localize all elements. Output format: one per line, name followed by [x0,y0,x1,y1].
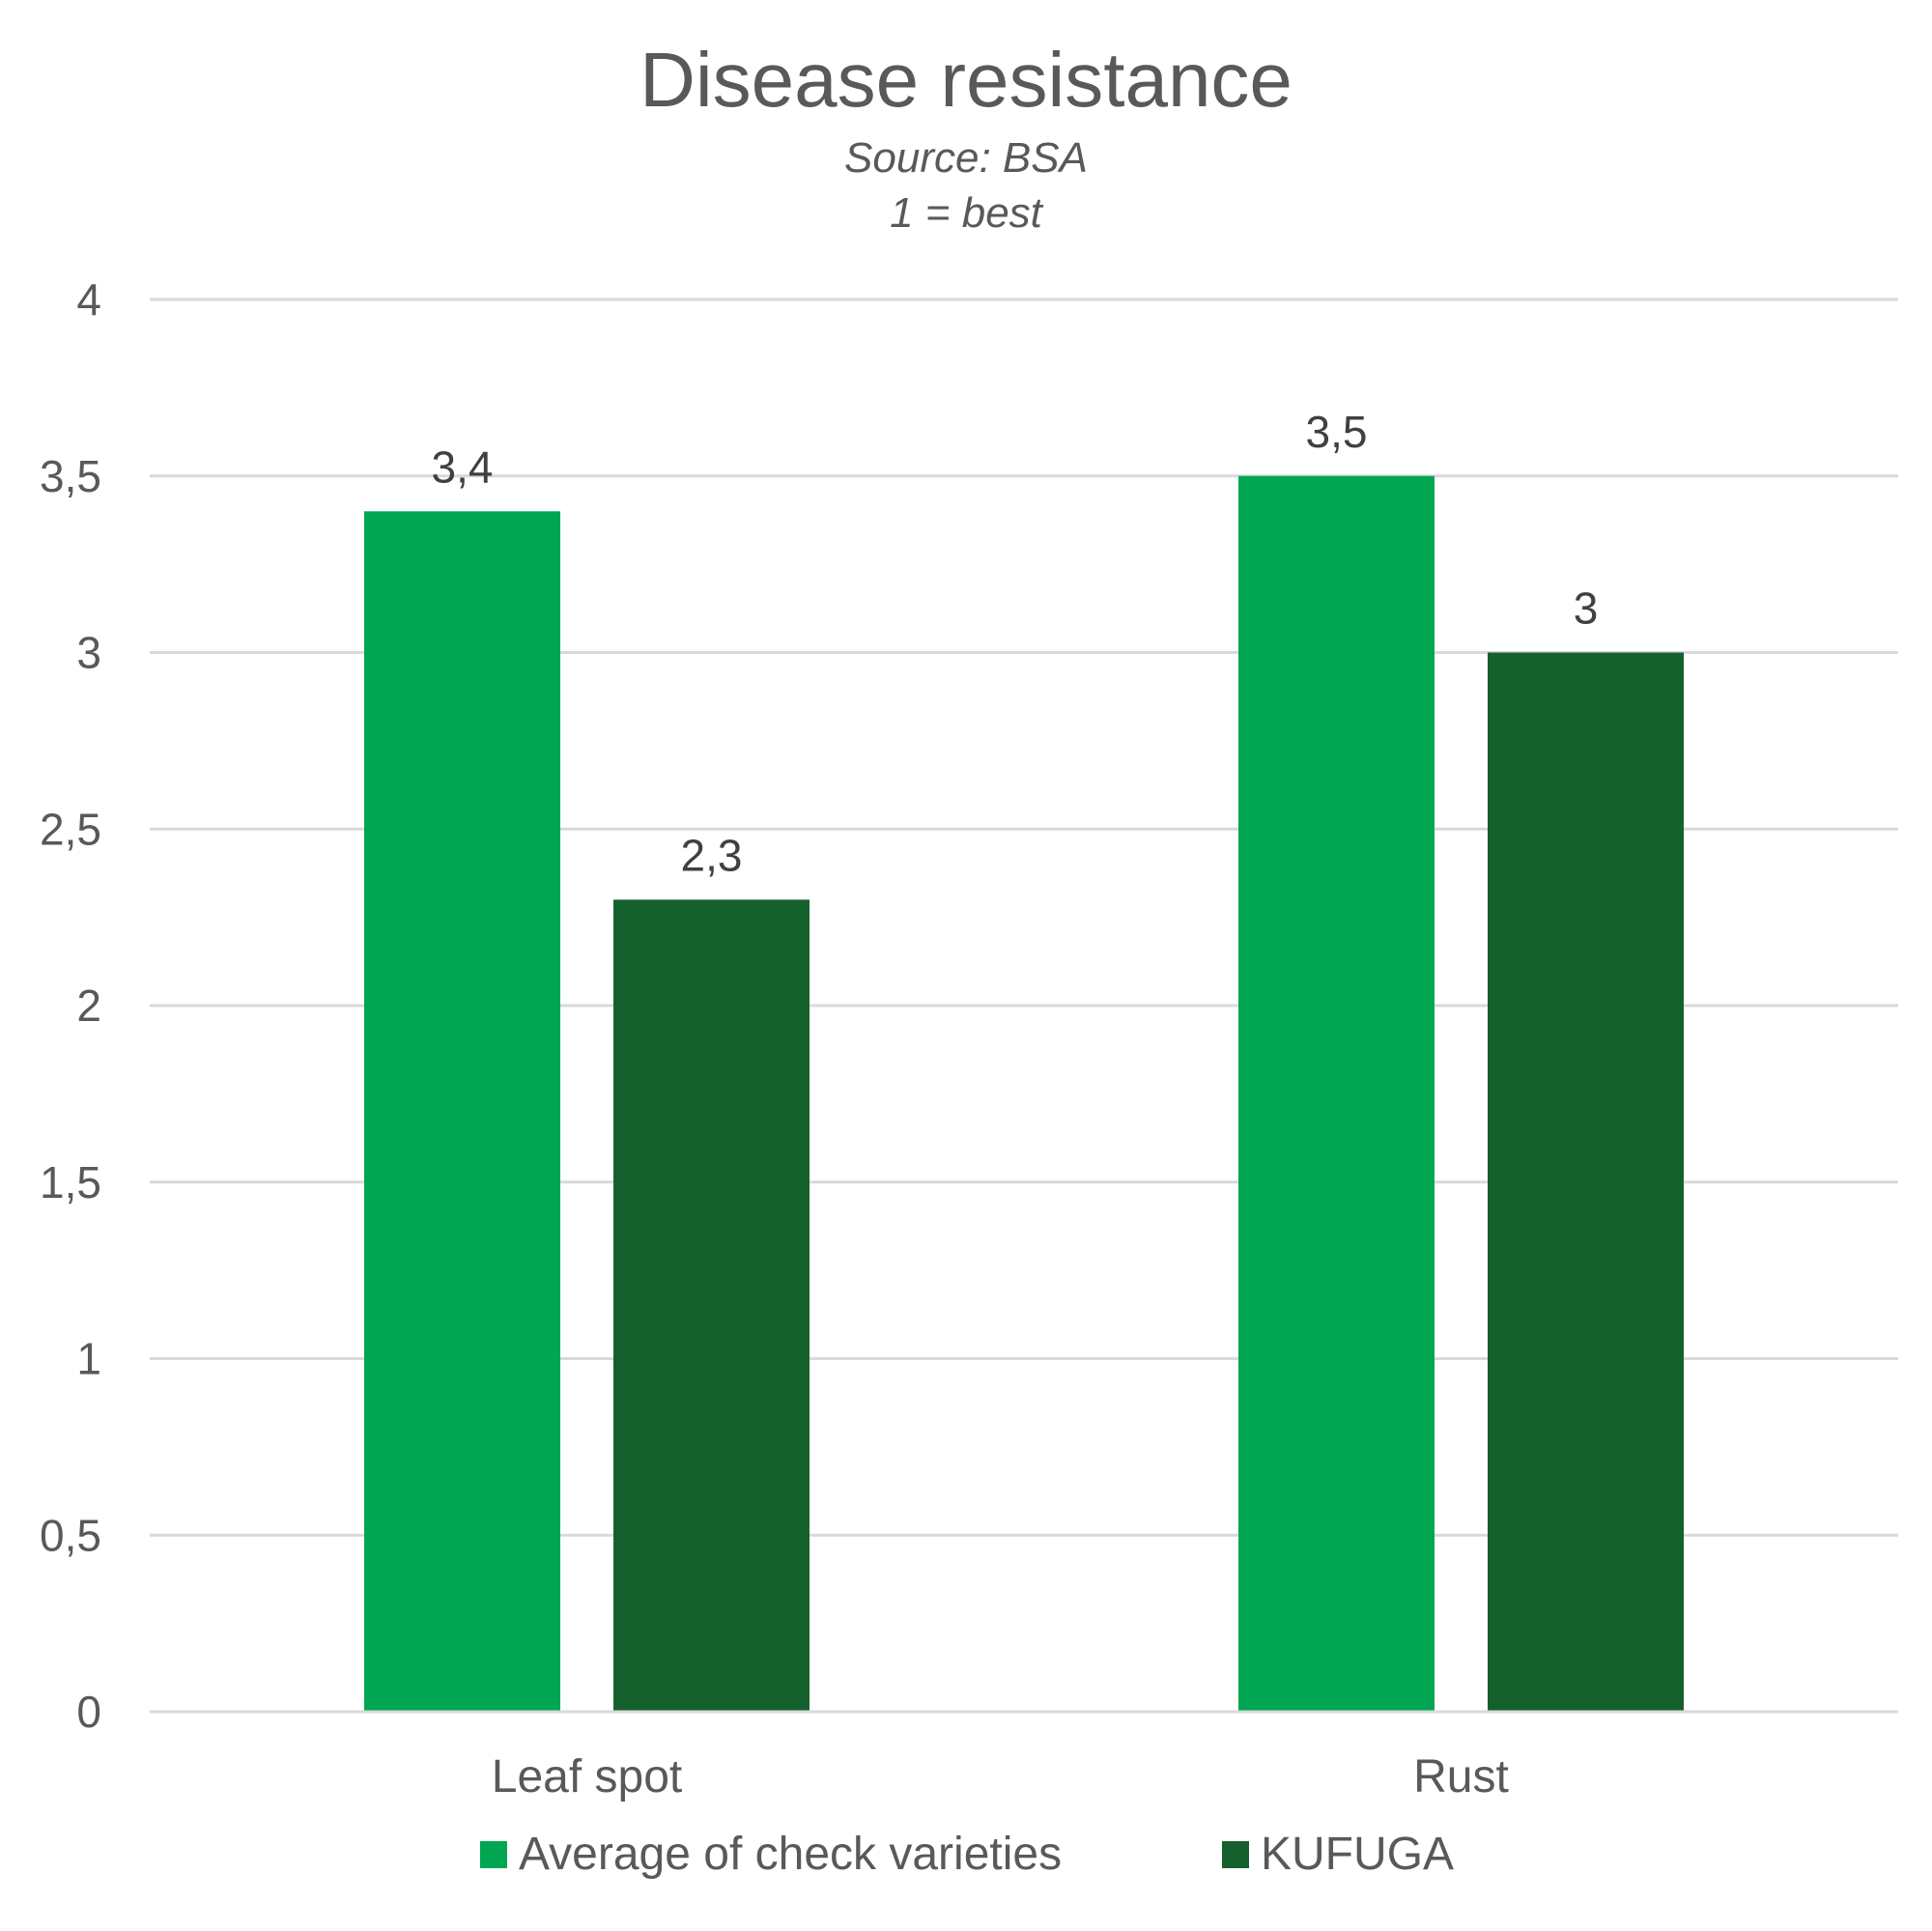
legend-swatch [1222,1841,1249,1868]
y-tick-label: 1,5 [40,1157,101,1207]
data-labels: 3,4 2,3 3,5 3 [432,407,1599,881]
bar-kufuga-rust [1488,652,1684,1712]
y-tick-label: 0 [76,1687,101,1737]
y-tick-label: 1 [76,1334,101,1384]
y-tick-label: 4 [76,274,101,325]
legend-label: KUFUGA [1261,1829,1454,1880]
x-axis-ticks: Leaf spot Rust [150,1710,1898,1803]
data-label: 3,4 [432,441,494,492]
bar-kufuga-leaf-spot [613,899,810,1712]
y-tick-label: 3 [76,628,101,678]
data-label: 3,5 [1306,407,1368,457]
y-axis-ticks: 0 0,5 1 1,5 2 2,5 3 3,5 4 [40,274,101,1737]
legend-swatch [480,1841,507,1868]
chart-subtitle-note: 1 = best [890,189,1044,237]
bar-average-leaf-spot [364,511,560,1712]
x-tick-label: Leaf spot [492,1751,682,1803]
chart-subtitle-source: Source: BSA [844,134,1088,182]
y-tick-label: 3,5 [40,451,101,501]
chart-title: Disease resistance [639,37,1293,123]
x-tick-label: Rust [1413,1751,1509,1803]
legend-label: Average of check varieties [519,1829,1062,1880]
bar-average-rust [1238,475,1435,1712]
y-tick-label: 0,5 [40,1510,101,1560]
data-label: 3 [1574,583,1599,634]
legend: Average of check varieties KUFUGA [480,1829,1454,1880]
y-tick-label: 2 [76,980,101,1031]
data-label: 2,3 [681,830,743,880]
bars [364,475,1684,1712]
y-tick-label: 2,5 [40,804,101,854]
